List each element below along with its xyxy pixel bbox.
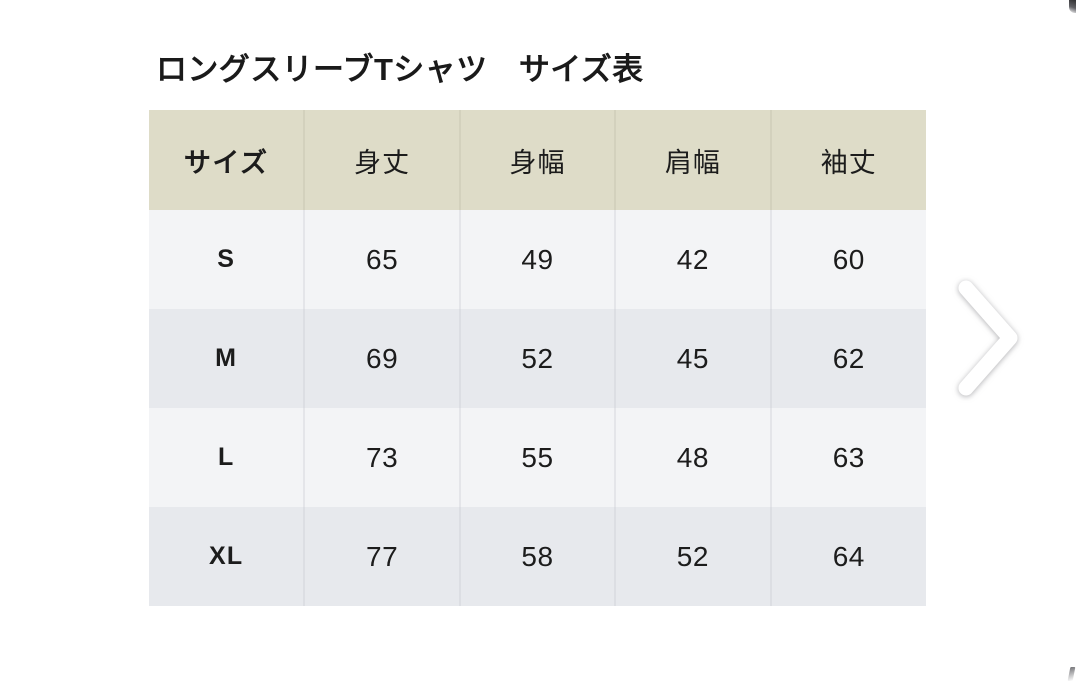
cell-shoulder: 42: [615, 210, 772, 309]
cell-length: 69: [304, 309, 461, 408]
chevron-right-icon: [958, 280, 1018, 396]
table-body: S 65 49 42 60 M 69 52 45 62 L 73 55 48 6…: [149, 210, 926, 606]
carousel-next-button[interactable]: [952, 276, 1024, 400]
cell-width: 49: [459, 210, 617, 309]
cell-sleeve: 64: [770, 507, 926, 606]
cell-size: S: [149, 210, 306, 309]
cell-width: 52: [459, 309, 617, 408]
cell-length: 65: [304, 210, 461, 309]
column-header-length: 身丈: [304, 110, 461, 210]
bottom-right-corner-artifact: [1067, 667, 1076, 681]
cell-shoulder: 52: [615, 507, 772, 606]
table-row: S 65 49 42 60: [149, 210, 926, 309]
size-chart-table: サイズ 身丈 身幅 肩幅 袖丈 S 65 49 42 60 M 69 52 45…: [149, 110, 926, 606]
cell-size: M: [149, 309, 306, 408]
table-header-row: サイズ 身丈 身幅 肩幅 袖丈: [149, 110, 926, 210]
cell-shoulder: 48: [615, 408, 772, 507]
cell-shoulder: 45: [615, 309, 772, 408]
column-header-size: サイズ: [149, 110, 306, 210]
cell-sleeve: 63: [770, 408, 926, 507]
cell-width: 58: [459, 507, 617, 606]
page-title: ロングスリーブTシャツ サイズ表: [156, 52, 644, 87]
cell-length: 77: [304, 507, 461, 606]
cell-length: 73: [304, 408, 461, 507]
column-header-shoulder: 肩幅: [615, 110, 772, 210]
table-row: L 73 55 48 63: [149, 408, 926, 507]
top-right-corner-artifact: [1069, 0, 1076, 13]
column-header-width: 身幅: [459, 110, 617, 210]
table-row: M 69 52 45 62: [149, 309, 926, 408]
cell-size: L: [149, 408, 306, 507]
cell-sleeve: 60: [770, 210, 926, 309]
cell-size: XL: [149, 507, 306, 606]
table-header: サイズ 身丈 身幅 肩幅 袖丈: [149, 110, 926, 210]
column-header-sleeve: 袖丈: [770, 110, 926, 210]
cell-width: 55: [459, 408, 617, 507]
cell-sleeve: 62: [770, 309, 926, 408]
table-row: XL 77 58 52 64: [149, 507, 926, 606]
